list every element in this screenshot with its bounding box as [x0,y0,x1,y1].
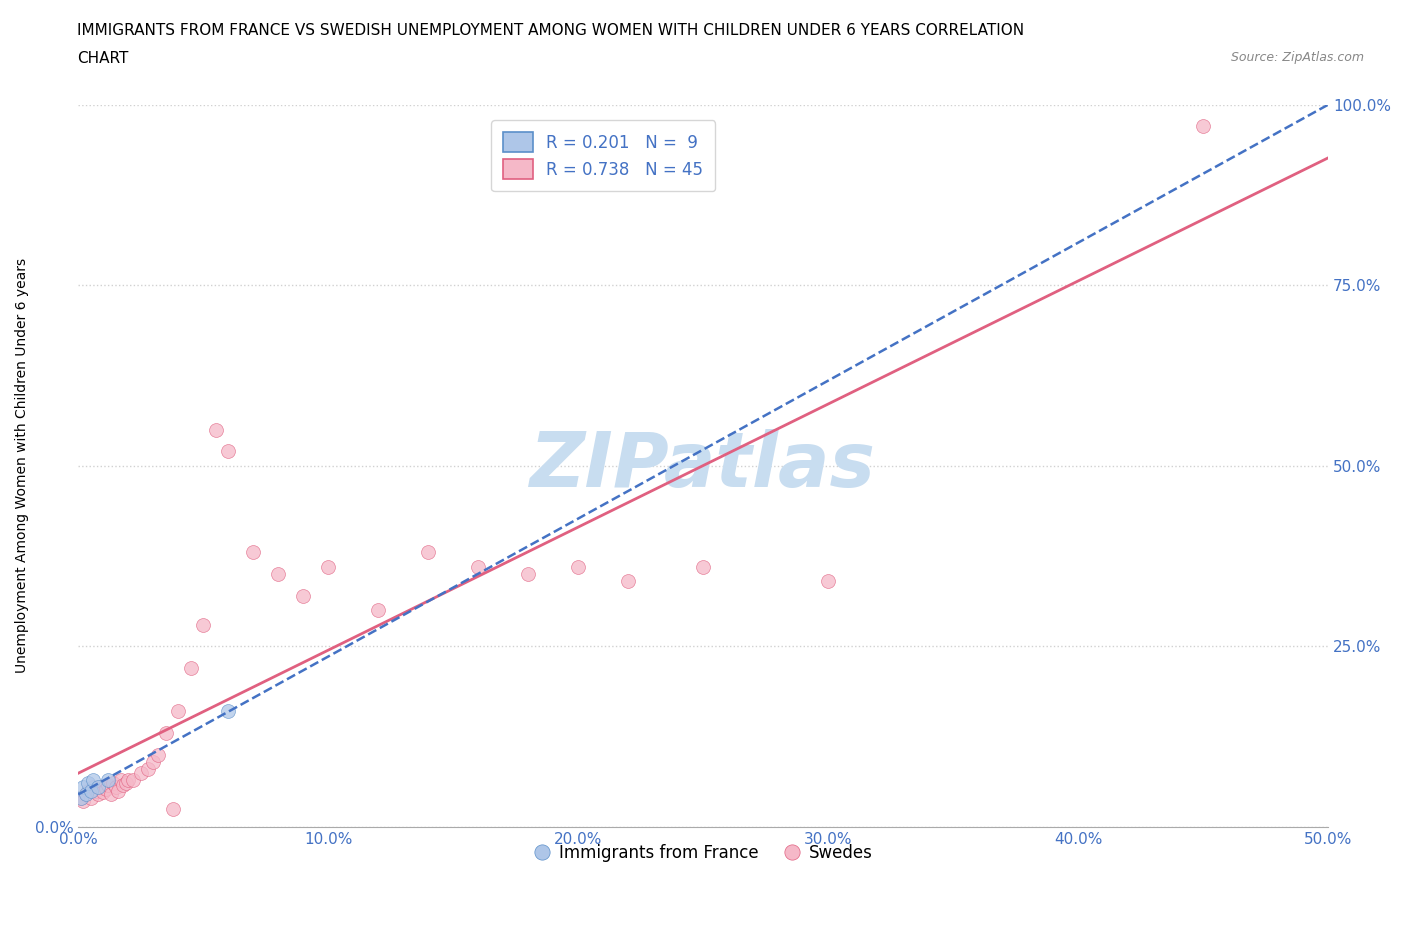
Point [77,776,100,790]
Point [617,574,640,589]
Point [136,762,159,777]
Point [180,660,202,675]
Point [242,545,264,560]
Legend: Immigrants from France, Swedes: Immigrants from France, Swedes [527,838,879,869]
Point [467,559,489,574]
Point [367,603,389,618]
Point [567,559,589,574]
Text: Source: ZipAtlas.com: Source: ZipAtlas.com [1230,51,1364,64]
Point [87,779,110,794]
Point [100,787,122,802]
Point [129,765,152,780]
Point [75,787,97,802]
Text: IMMIGRANTS FROM FRANCE VS SWEDISH UNEMPLOYMENT AMONG WOMEN WITH CHILDREN UNDER 6: IMMIGRANTS FROM FRANCE VS SWEDISH UNEMPL… [77,23,1025,38]
Point [107,783,129,798]
Point [217,444,239,458]
Point [79,790,101,805]
Point [1192,119,1215,134]
Point [418,545,440,560]
Point [77,783,100,798]
Point [112,777,135,792]
Point [267,566,290,581]
Point [82,772,104,787]
Point [82,779,104,794]
Point [517,566,540,581]
Point [90,779,112,794]
Point [162,802,184,817]
Point [117,772,139,787]
Point [204,422,226,437]
Point [292,588,315,603]
Point [817,574,839,589]
Point [87,787,110,802]
Point [69,790,91,805]
Point [104,779,127,794]
Text: ZIPatlas: ZIPatlas [530,429,876,503]
Point [122,772,145,787]
Point [94,782,117,797]
Point [217,704,239,719]
Point [69,790,91,805]
Point [75,787,97,802]
Point [101,776,124,790]
Point [142,754,165,769]
Point [114,776,136,790]
Point [97,777,120,792]
Point [97,772,120,787]
Point [72,794,94,809]
Point [79,783,101,798]
Text: CHART: CHART [77,51,129,66]
Point [72,779,94,794]
Y-axis label: Unemployment Among Women with Children Under 6 years: Unemployment Among Women with Children U… [15,259,30,673]
Point [191,618,214,632]
Point [146,747,169,762]
Point [110,772,132,787]
Point [692,559,714,574]
Point [167,704,190,719]
Point [84,783,107,798]
Point [316,559,339,574]
Point [91,785,114,800]
Point [155,725,177,740]
